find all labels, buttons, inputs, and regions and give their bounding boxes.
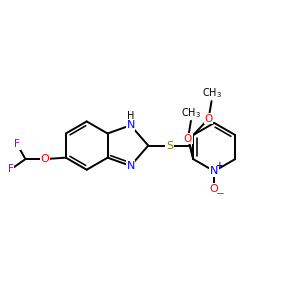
Text: O: O (210, 184, 219, 194)
Text: +: + (216, 161, 224, 170)
Text: O: O (205, 114, 213, 124)
Text: CH$_3$: CH$_3$ (202, 86, 221, 100)
Text: N: N (126, 161, 135, 171)
Text: N: N (126, 120, 135, 130)
Text: O: O (184, 134, 192, 143)
Text: F: F (14, 140, 20, 149)
Text: N: N (210, 166, 218, 176)
Text: O: O (40, 154, 49, 164)
Text: −: − (216, 189, 224, 199)
Text: CH$_3$: CH$_3$ (181, 106, 201, 120)
Text: S: S (166, 141, 173, 151)
Text: F: F (8, 164, 14, 174)
Text: H: H (127, 111, 135, 122)
